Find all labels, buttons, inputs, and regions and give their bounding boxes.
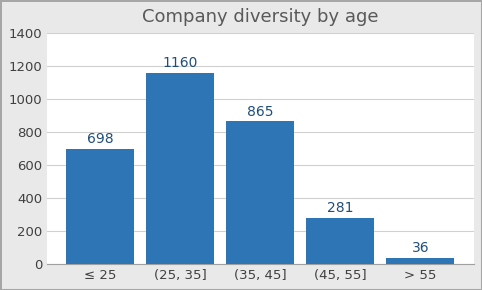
Title: Company diversity by age: Company diversity by age [142, 8, 378, 26]
Bar [227, 122, 295, 264]
Text: 865: 865 [247, 104, 274, 119]
Text: 698: 698 [87, 132, 114, 146]
Bar [386, 258, 454, 264]
Bar [306, 218, 375, 264]
Bar [147, 73, 214, 264]
Text: 281: 281 [327, 201, 353, 215]
Text: 36: 36 [412, 241, 429, 255]
Text: 1160: 1160 [162, 56, 198, 70]
Bar [67, 149, 134, 264]
